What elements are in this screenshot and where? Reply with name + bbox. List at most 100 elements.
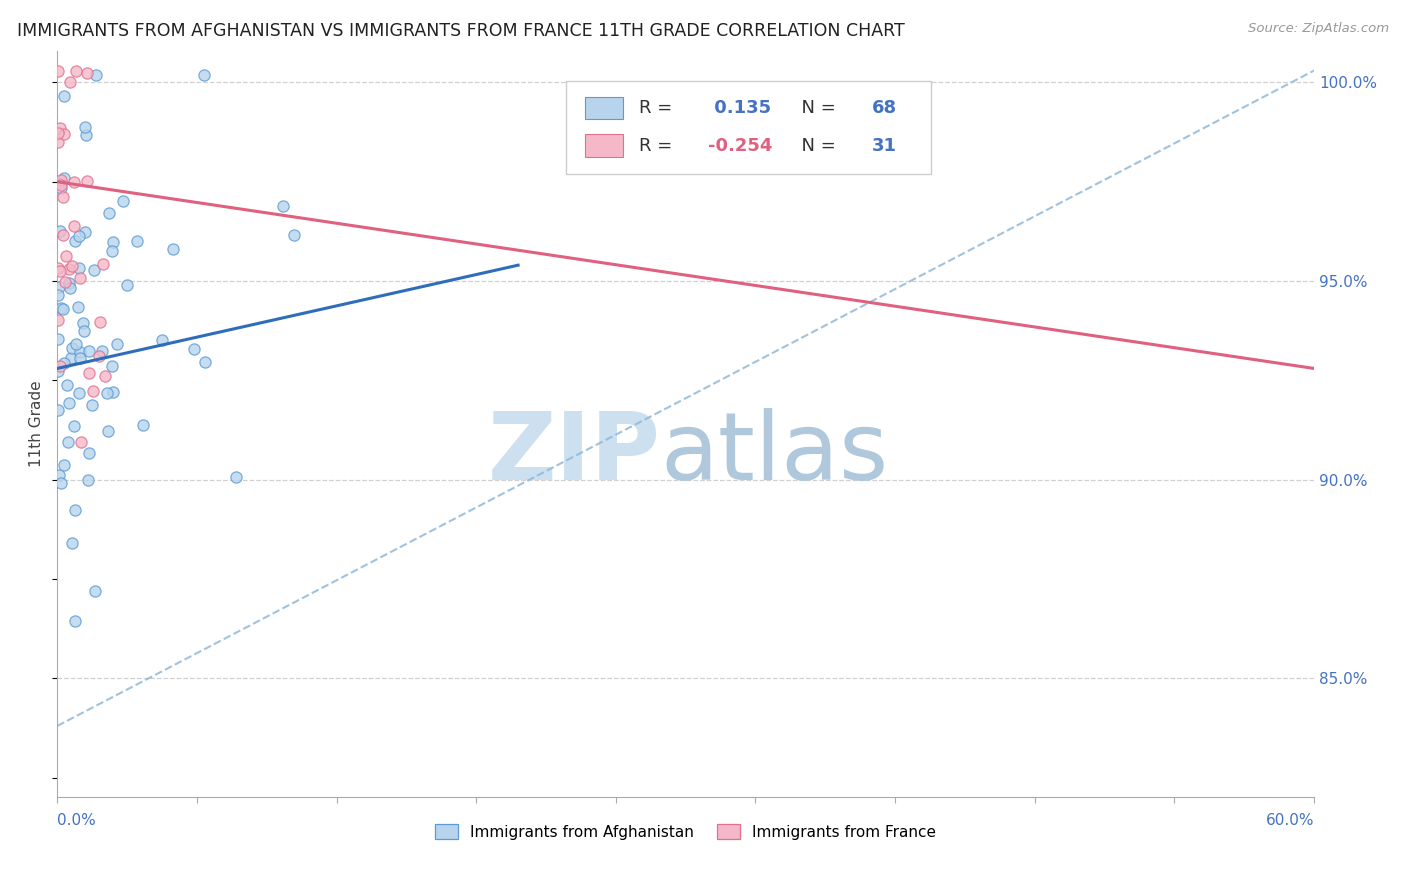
Point [65, 337, 87, 351]
Point [60, 259, 83, 273]
Point [69, 271, 91, 285]
Point [73, 324, 96, 338]
Text: 0.135: 0.135 [709, 99, 772, 117]
Point [53, 275, 76, 289]
Point [63, 234, 86, 248]
Point [90, 344, 112, 359]
Point [75, 128, 97, 142]
Point [67, 300, 90, 314]
Point [58, 276, 80, 290]
Point [58, 261, 80, 276]
Point [63, 503, 86, 517]
Point [69, 351, 91, 365]
Point [62, 341, 84, 355]
Point [111, 194, 134, 209]
Point [103, 235, 125, 250]
Point [76, 66, 98, 80]
Point [60, 351, 83, 365]
Text: 68: 68 [872, 99, 897, 117]
Point [49, 301, 72, 315]
Text: 31: 31 [872, 136, 897, 154]
Point [86, 68, 108, 82]
Point [63, 614, 86, 628]
Point [98, 206, 121, 220]
Point [76, 174, 98, 188]
Point [49, 172, 72, 186]
FancyBboxPatch shape [585, 135, 623, 157]
Point [49, 263, 72, 277]
Point [225, 470, 247, 484]
Point [46, 260, 69, 275]
Point [52, 127, 75, 141]
Point [49, 359, 72, 373]
Point [67, 386, 90, 401]
Point [46, 313, 69, 327]
FancyBboxPatch shape [585, 97, 623, 120]
Point [55, 249, 77, 263]
Point [48, 468, 70, 483]
Point [77, 343, 100, 358]
Point [48, 280, 70, 294]
Point [46, 403, 69, 417]
Text: IMMIGRANTS FROM AFGHANISTAN VS IMMIGRANTS FROM FRANCE 11TH GRADE CORRELATION CHA: IMMIGRANTS FROM AFGHANISTAN VS IMMIGRANT… [17, 22, 904, 40]
Point [83, 262, 105, 277]
Text: N =: N = [790, 136, 841, 154]
Point [67, 228, 90, 243]
Point [96, 385, 118, 400]
Point [183, 342, 205, 356]
Text: -0.254: -0.254 [709, 136, 773, 154]
Point [46, 332, 69, 346]
Point [132, 417, 155, 432]
Point [52, 458, 75, 472]
Point [91, 257, 114, 271]
Point [100, 244, 122, 258]
Point [79, 446, 101, 460]
Point [94, 369, 117, 384]
Point [46, 126, 69, 140]
Point [63, 419, 86, 434]
Point [46, 63, 69, 78]
Point [52, 190, 75, 204]
Text: N =: N = [790, 99, 841, 117]
Point [48, 121, 70, 136]
Point [46, 288, 69, 302]
Point [67, 260, 90, 275]
Point [46, 135, 69, 149]
Point [80, 398, 103, 412]
Point [194, 354, 217, 368]
Point [58, 396, 80, 410]
Text: 0.0%: 0.0% [58, 814, 96, 829]
Point [52, 356, 75, 370]
Point [125, 234, 148, 248]
Point [72, 316, 94, 330]
Point [49, 176, 72, 190]
Point [271, 199, 294, 213]
Point [52, 301, 75, 316]
Point [51, 476, 73, 491]
Point [75, 225, 97, 239]
Point [63, 219, 86, 233]
Point [52, 88, 75, 103]
Point [87, 349, 110, 363]
Point [103, 385, 125, 400]
Point [59, 75, 82, 89]
Point [75, 120, 97, 135]
Point [77, 366, 100, 380]
Point [52, 171, 75, 186]
Point [283, 227, 305, 242]
Point [51, 181, 73, 195]
Text: R =: R = [640, 99, 678, 117]
Point [59, 281, 82, 295]
Point [62, 535, 84, 549]
Point [105, 337, 128, 351]
Point [115, 278, 138, 293]
Text: atlas: atlas [661, 408, 889, 500]
Point [76, 473, 98, 487]
Legend: Immigrants from Afghanistan, Immigrants from France: Immigrants from Afghanistan, Immigrants … [429, 818, 942, 846]
Point [89, 315, 111, 329]
Point [84, 583, 107, 598]
Point [63, 175, 86, 189]
Point [150, 334, 173, 348]
Text: Source: ZipAtlas.com: Source: ZipAtlas.com [1249, 22, 1389, 36]
Y-axis label: 11th Grade: 11th Grade [30, 381, 44, 467]
